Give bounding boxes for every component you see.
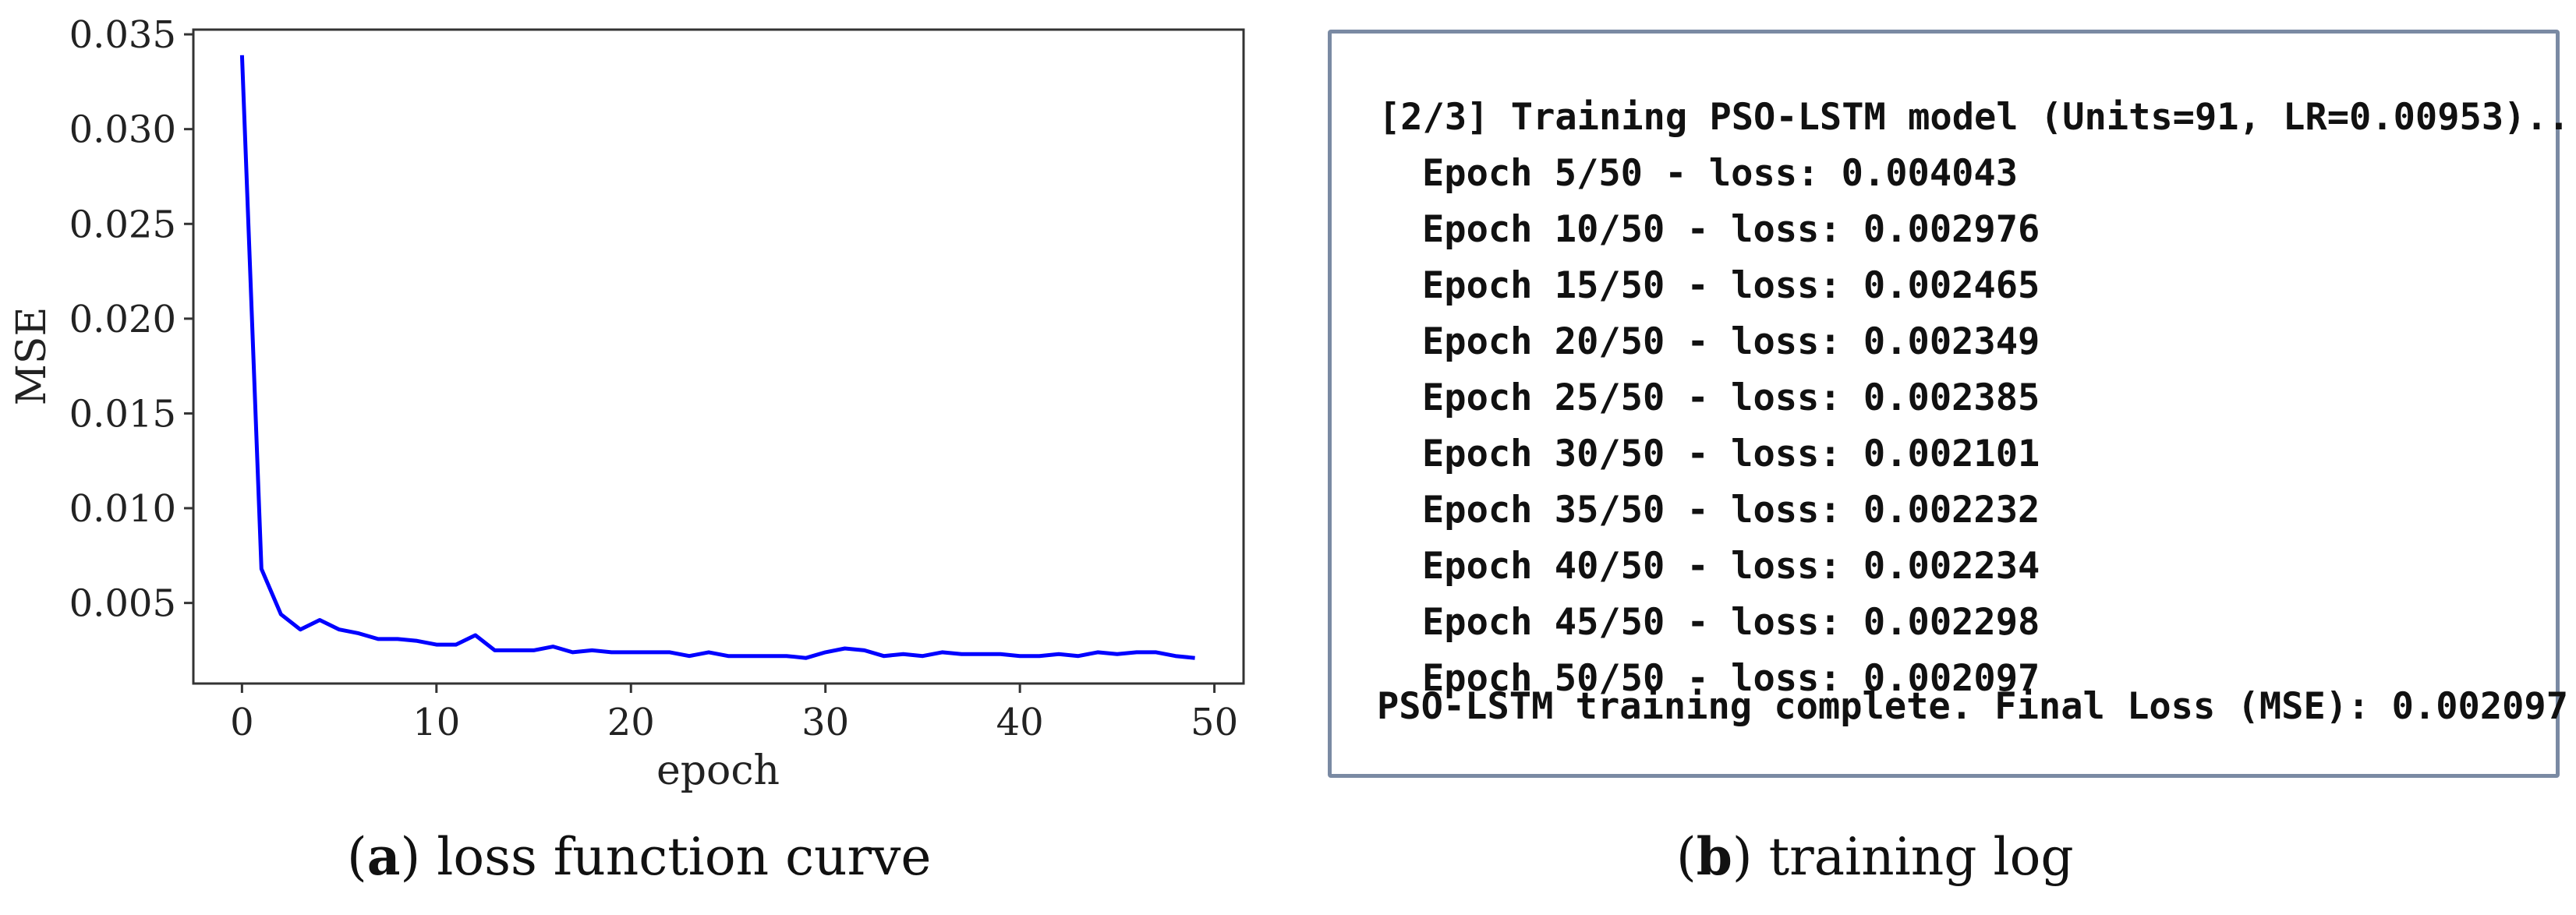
log-epoch-line: Epoch 15/50 - loss: 0.002465 [1422, 264, 2040, 307]
mse-series-line [239, 55, 1195, 660]
caption-a-letter: a [366, 826, 401, 887]
log-epoch-line: Epoch 30/50 - loss: 0.002101 [1422, 433, 2040, 475]
log-epoch-line: Epoch 40/50 - loss: 0.002234 [1422, 545, 2040, 588]
y-tick-label: 0.020 [69, 298, 176, 341]
log-epoch-line: Epoch 45/50 - loss: 0.002298 [1422, 601, 2040, 644]
y-tick-label: 0.030 [69, 108, 176, 152]
log-epoch-line: Epoch 35/50 - loss: 0.002232 [1422, 489, 2040, 532]
x-tick-label: 20 [607, 701, 655, 744]
y-axis-ticks: 0.005 0.010 0.015 0.020 0.025 0.030 0.035 [69, 13, 193, 626]
y-tick-label: 0.015 [69, 392, 176, 436]
caption-a-text: loss function curve [420, 827, 932, 887]
log-epoch-line: Epoch 10/50 - loss: 0.002976 [1422, 208, 2040, 251]
x-tick-label: 40 [996, 701, 1044, 744]
caption-b-letter: b [1696, 826, 1732, 887]
training-log-panel: [2/3] Training PSO-LSTM model (Units=91,… [1328, 30, 2576, 778]
loss-chart-panel: 0 10 20 30 40 50 0.005 0.010 0.015 0.020 0.025 0.0… [0, 0, 1279, 811]
y-tick-label: 0.010 [69, 487, 176, 531]
series-group [239, 55, 1195, 660]
y-axis-title: MSE [9, 307, 55, 406]
log-lines: [2/3] Training PSO-LSTM model (Units=91,… [1378, 90, 2576, 707]
caption-b-text: training log [1752, 827, 2074, 887]
y-tick-label: 0.035 [69, 13, 176, 57]
log-header: [2/3] Training PSO-LSTM model (Units=91,… [1378, 96, 2576, 139]
x-tick-label: 50 [1191, 701, 1238, 744]
x-tick-label: 30 [801, 701, 849, 744]
loss-chart: 0 10 20 30 40 50 0.0050.0100.0150.0200.0250.0… [9, 13, 1245, 794]
caption-a: (a) loss function curve [347, 826, 932, 887]
log-epoch-line: Epoch 20/50 - loss: 0.002349 [1422, 320, 2040, 363]
x-tick-label: 0 [230, 701, 254, 744]
x-axis-title: epoch [656, 747, 780, 794]
caption-b: (b) training log [1676, 826, 2074, 887]
log-epoch-line: Epoch 5/50 - loss: 0.004043 [1422, 152, 2019, 195]
log-footer: PSO-LSTM training complete. Final Loss (… [1377, 685, 2569, 728]
y-tick-label: 0.025 [69, 203, 176, 246]
plot-frame [192, 28, 1245, 685]
x-axis-ticks: 0 10 20 30 40 50 [230, 684, 1238, 744]
x-tick-label: 10 [412, 701, 460, 744]
y-tick-label: 0.005 [69, 582, 176, 626]
log-epoch-line: Epoch 25/50 - loss: 0.002385 [1422, 376, 2040, 419]
log-epoch-line: Epoch 50/50 - loss: 0.002097 [1422, 657, 2040, 700]
